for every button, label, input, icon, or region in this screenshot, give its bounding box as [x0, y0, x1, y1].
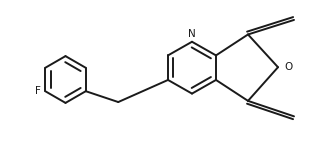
- Text: N: N: [188, 29, 196, 39]
- Text: F: F: [35, 86, 41, 96]
- Text: O: O: [284, 62, 292, 72]
